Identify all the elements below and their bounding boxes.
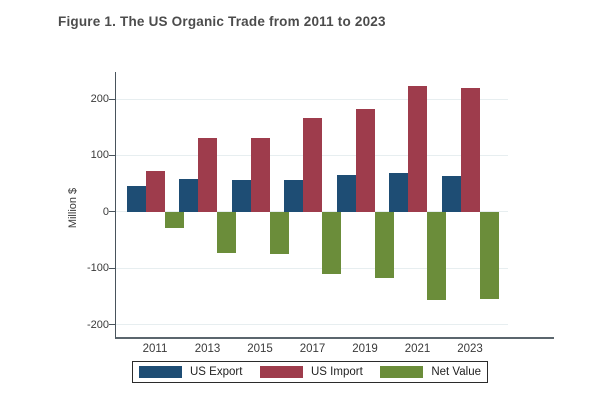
bar-us-import [460,88,480,212]
grid-line [116,267,508,269]
y-tick-label: 200 [90,93,109,106]
y-tick-label: 100 [90,149,109,162]
legend-swatch-us-import [260,366,303,378]
bar-us-import [355,108,375,212]
legend-label-net-value: Net Value [431,366,481,378]
bar-us-import [408,85,427,212]
figure-title: Figure 1. The US Organic Trade from 2011… [58,14,386,29]
y-axis-tick [109,211,115,213]
y-axis-tick [109,154,115,156]
legend-label-us-export: US Export [190,366,243,378]
bar-us-export [336,174,356,212]
bar-net-value [322,211,341,274]
bar-us-export [389,173,408,212]
grid-line [116,324,508,326]
bar-net-value [479,211,499,300]
bar-net-value [427,211,446,300]
bar-us-import [198,137,217,212]
legend-item-us-export: US Export [139,366,242,378]
bar-us-export [179,179,198,212]
bar-us-export [441,175,461,212]
bar-net-value [374,211,394,278]
plot-area: 200 100 0 -100 -200 2011 2013 2015 2017 2019 2021 2… [87,72,554,355]
bar-us-export [284,180,303,212]
legend-item-us-import: US Import [260,366,363,378]
y-axis-tick [109,267,115,269]
grid-line [116,98,508,100]
bar-us-import [303,118,322,212]
legend: US Export US Import Net Value [132,361,488,383]
x-tick-label: 2017 [299,343,326,355]
y-tick-label: 0 [102,205,109,218]
bar-net-value [217,211,236,253]
x-tick-label: 2023 [457,343,483,355]
legend-item-net-value: Net Value [380,366,481,378]
bar-us-export [126,186,146,212]
x-tick-label: 2021 [404,343,431,355]
grid-line [116,211,508,213]
bar-net-value [269,211,289,255]
x-tick-label: 2015 [247,343,273,355]
bar-us-import [250,137,270,212]
y-axis-tick [109,98,115,100]
y-tick-label: -200 [86,318,109,331]
legend-swatch-us-export [139,366,182,378]
x-tick-label: 2019 [352,343,378,355]
x-tick-label: 2011 [142,343,168,355]
legend-swatch-net-value [380,366,424,378]
bar-us-import [145,170,165,212]
x-tick-label: 2013 [194,343,221,355]
y-axis-tick [109,324,115,326]
bar-us-export [231,180,251,212]
bar-net-value [164,211,184,228]
y-tick-label: -100 [86,262,109,275]
legend-label-us-import: US Import [311,366,363,378]
